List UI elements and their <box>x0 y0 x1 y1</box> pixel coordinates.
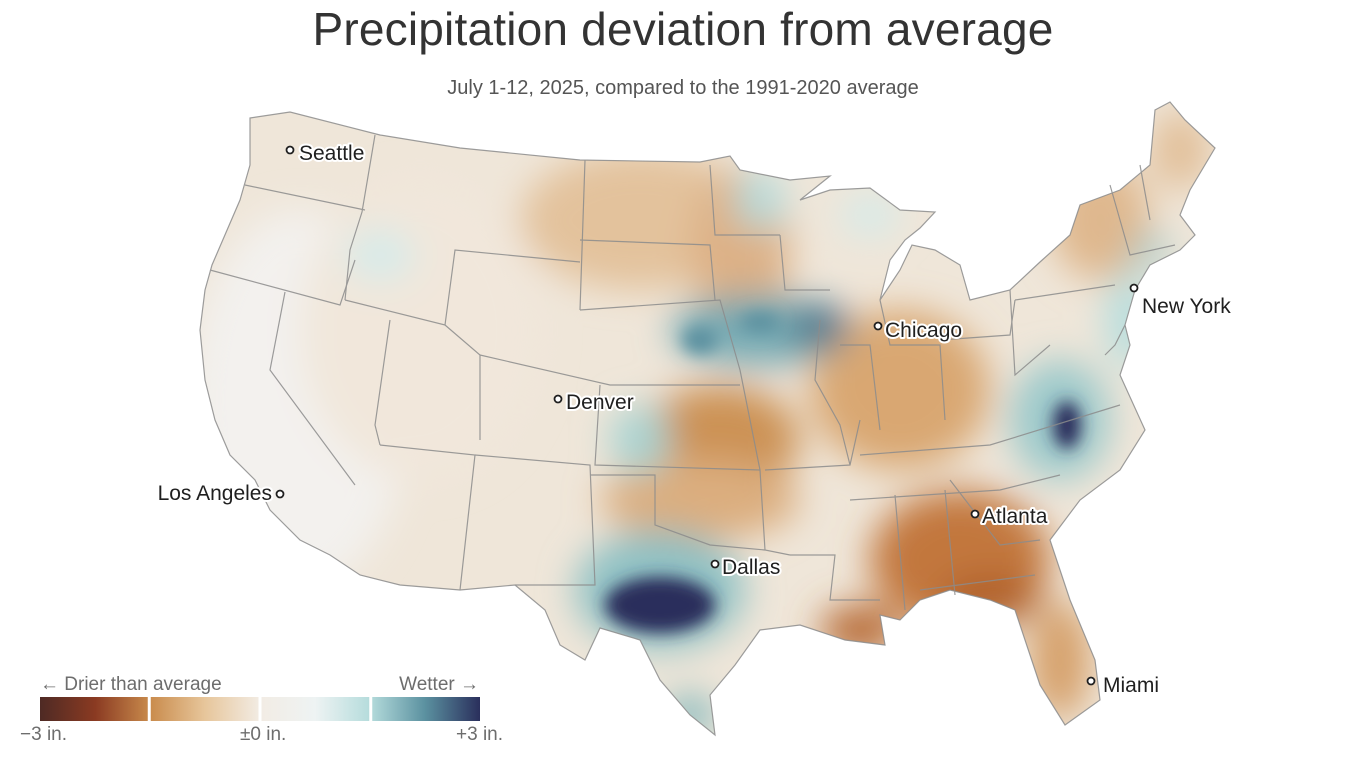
city-label: Dallas <box>722 556 780 579</box>
state-borders <box>199 101 1216 737</box>
city-label: Los Angeles <box>158 482 272 505</box>
city-denver[interactable]: Denver <box>553 389 636 416</box>
legend-mid-label: ±0 in. <box>240 724 287 745</box>
city-label: New York <box>1142 295 1231 318</box>
city-marker <box>1086 676 1096 686</box>
city-marker <box>970 509 980 519</box>
legend-min-label: −3 in. <box>20 724 68 745</box>
city-marker <box>710 559 720 569</box>
city-miami[interactable]: Miami <box>1086 672 1161 699</box>
city-marker <box>285 145 295 155</box>
city-marker <box>873 321 883 331</box>
city-los-angeles[interactable]: Los Angeles <box>156 480 285 507</box>
city-label: Denver <box>566 391 634 414</box>
legend-segment <box>372 697 480 721</box>
legend-drier-label: ← Drier than average <box>40 674 222 695</box>
city-label: Miami <box>1103 674 1159 697</box>
map-title: Precipitation deviation from average <box>312 3 1054 55</box>
city-seattle[interactable]: Seattle <box>285 140 366 167</box>
city-label: Atlanta <box>982 505 1048 528</box>
legend-segment <box>150 697 259 721</box>
legend-color-bar <box>40 697 480 721</box>
city-chicago[interactable]: Chicago <box>873 317 964 344</box>
city-label: Chicago <box>885 319 962 342</box>
map-subtitle: July 1-12, 2025, compared to the 1991-20… <box>447 77 919 99</box>
city-new-york[interactable]: New York <box>1129 283 1233 320</box>
city-marker <box>1129 283 1139 293</box>
legend-wetter-label: Wetter → <box>399 674 479 695</box>
legend-segment <box>40 697 148 721</box>
city-marker <box>553 394 563 404</box>
precipitation-raster <box>200 102 1215 735</box>
city-label: Seattle <box>299 142 364 165</box>
city-markers: Seattle Los Angeles Denver Dallas Chicag… <box>156 140 1234 699</box>
city-atlanta[interactable]: Atlanta <box>970 503 1050 530</box>
color-legend: ← Drier than average Wetter → −3 in. ±0 … <box>20 672 520 762</box>
legend-segment <box>261 697 370 721</box>
city-marker <box>275 489 285 499</box>
city-dallas[interactable]: Dallas <box>710 554 782 581</box>
legend-max-label: +3 in. <box>456 724 504 745</box>
